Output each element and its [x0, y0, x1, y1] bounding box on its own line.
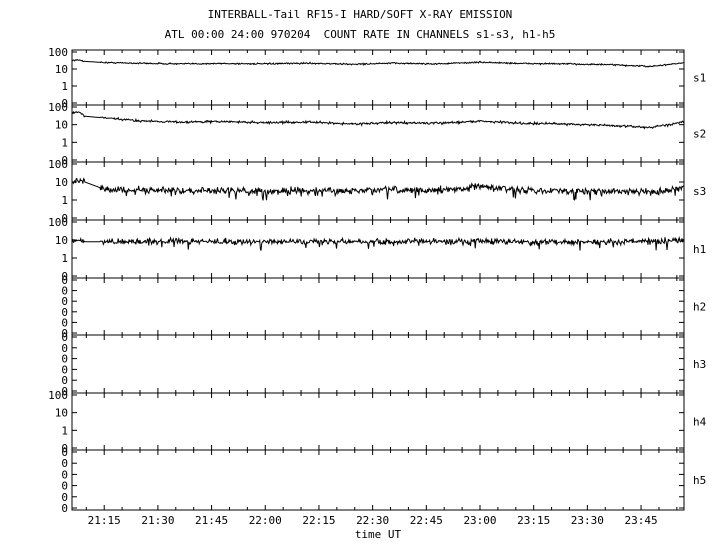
y-tick-label: 1: [61, 424, 68, 437]
y-tick-label: 0: [61, 306, 68, 319]
y-tick-label: 0: [61, 331, 68, 344]
x-tick-label: 23:30: [571, 514, 604, 527]
data-trace-h1: [71, 236, 685, 251]
y-tick-label: 0: [61, 363, 68, 376]
chart-title: INTERBALL-Tail RF15-I HARD/SOFT X-RAY EM…: [207, 8, 513, 21]
y-tick-label: 1: [61, 80, 68, 93]
y-tick-label: 1: [61, 194, 68, 207]
channel-label-h2: h2: [693, 301, 706, 314]
x-tick-label: 21:45: [195, 514, 228, 527]
y-tick-label: 0: [61, 285, 68, 298]
x-tick-label: 22:45: [410, 514, 443, 527]
data-trace-s3: [71, 177, 685, 201]
y-tick-label: 0: [61, 446, 68, 459]
y-tick-label: 0: [61, 491, 68, 504]
y-tick-label: 10: [55, 119, 68, 132]
x-tick-label: 23:45: [624, 514, 657, 527]
y-tick-label: 0: [61, 327, 68, 340]
y-tick-label: 0: [61, 270, 68, 283]
x-tick-label: 22:30: [356, 514, 389, 527]
channel-label-h5: h5: [693, 474, 706, 487]
data-trace-s1: [71, 58, 685, 68]
y-tick-label: 0: [61, 374, 68, 387]
x-axis-label: time UT: [355, 528, 402, 541]
y-tick-label: 1: [61, 252, 68, 265]
y-tick-label: 0: [61, 353, 68, 366]
y-tick-label: 0: [61, 274, 68, 287]
data-trace-s2: [71, 110, 685, 130]
y-tick-label: 0: [61, 97, 68, 110]
x-tick-label: 22:15: [302, 514, 335, 527]
y-tick-label: 0: [61, 295, 68, 308]
y-tick-label: 10: [55, 234, 68, 247]
y-tick-label: 100: [48, 389, 68, 402]
channel-label-s3: s3: [693, 185, 706, 198]
x-tick-label: 21:30: [141, 514, 174, 527]
y-tick-label: 10: [55, 176, 68, 189]
channel-label-s1: s1: [693, 72, 706, 85]
y-tick-label: 10: [55, 63, 68, 76]
y-tick-label: 100: [48, 216, 68, 229]
x-tick-label: 22:00: [249, 514, 282, 527]
y-tick-label: 0: [61, 385, 68, 398]
y-tick-label: 0: [61, 457, 68, 470]
channel-label-h4: h4: [693, 416, 707, 429]
y-tick-label: 0: [61, 154, 68, 167]
y-tick-label: 0: [61, 480, 68, 493]
x-tick-label: 23:15: [517, 514, 550, 527]
plot-frame: [71, 49, 685, 511]
y-tick-label: 0: [61, 212, 68, 225]
channel-label-h3: h3: [693, 358, 706, 371]
y-tick-label: 10: [55, 407, 68, 420]
y-tick-label: 1: [61, 136, 68, 149]
channel-label-s2: s2: [693, 128, 706, 141]
y-tick-label: 0: [61, 342, 68, 355]
y-tick-label: 100: [48, 46, 68, 59]
channel-label-h1: h1: [693, 243, 706, 256]
y-tick-label: 0: [61, 442, 68, 455]
y-tick-label: 100: [48, 101, 68, 114]
chart-subtitle: ATL 00:00 24:00 970204 COUNT RATE IN CHA…: [164, 28, 556, 41]
y-tick-label: 0: [61, 468, 68, 481]
x-tick-label: 21:15: [88, 514, 121, 527]
y-tick-label: 100: [48, 158, 68, 171]
y-tick-label: 0: [61, 502, 68, 515]
x-tick-label: 23:00: [463, 514, 496, 527]
y-tick-label: 0: [61, 316, 68, 329]
